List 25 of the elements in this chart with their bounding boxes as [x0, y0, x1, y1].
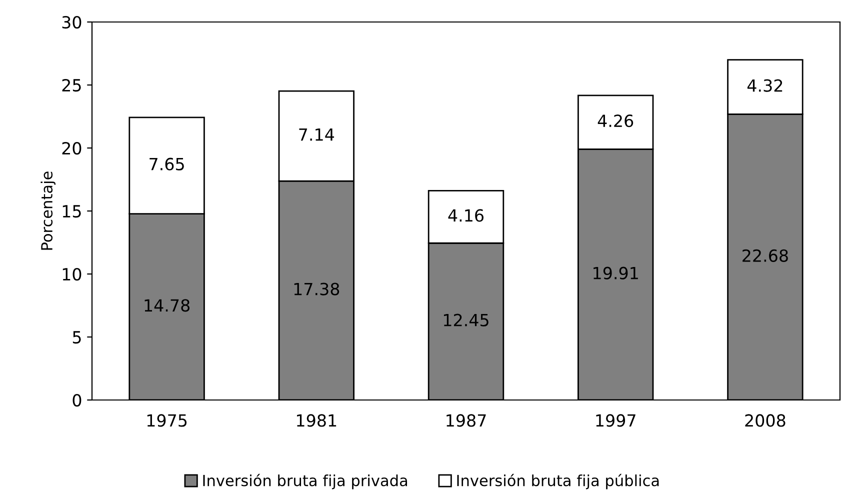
y-tick-label: 30	[62, 16, 82, 29]
legend-label: Inversión bruta fija pública	[457, 474, 659, 490]
x-tick-label: 1975	[147, 414, 187, 427]
y-tick-label: 5	[72, 331, 81, 344]
x-tick-label: 2008	[745, 414, 786, 427]
y-tick-label: 0	[72, 394, 82, 407]
x-tick-label: 1997	[596, 414, 636, 427]
data-label: 12.45	[444, 314, 488, 326]
y-tick-label: 25	[62, 78, 81, 92]
data-label: 19.91	[594, 266, 638, 280]
x-tick-label: 1987	[446, 414, 486, 427]
x-tick-label: 1981	[297, 414, 336, 427]
data-label: 22.68	[742, 249, 788, 262]
data-label: 17.38	[294, 282, 340, 296]
y-tick-label: 20	[62, 142, 82, 155]
data-label: 7.14	[299, 128, 334, 141]
y-tick-label: 10	[62, 268, 82, 281]
y-axis-title: Porcentaje	[40, 172, 56, 250]
data-label: 4.16	[448, 209, 484, 222]
data-label: 4.32	[747, 79, 782, 92]
y-tick-label: 15	[62, 205, 81, 218]
data-label: 14.78	[144, 299, 190, 312]
data-label: 4.26	[598, 114, 634, 128]
legend-label: Inversión bruta fija privada	[203, 474, 408, 490]
data-label: 7.65	[150, 158, 184, 170]
